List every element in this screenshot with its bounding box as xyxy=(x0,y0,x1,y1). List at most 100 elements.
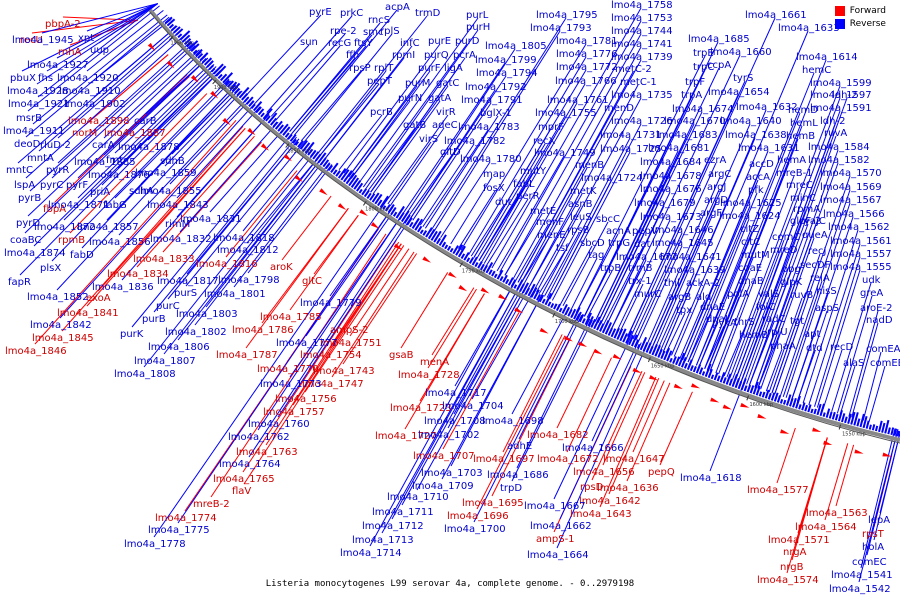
connector-line xyxy=(822,349,843,410)
reverse-feature xyxy=(319,157,327,166)
figure-caption: Listeria monocytogenes L99 serovar 4a, c… xyxy=(265,579,635,589)
gene-label: citC xyxy=(741,237,760,248)
connector-line xyxy=(86,9,164,72)
gene-label: udk xyxy=(862,275,881,286)
connector-line xyxy=(610,54,741,330)
reverse-feature xyxy=(544,292,553,306)
reverse-feature xyxy=(499,275,504,282)
connector-line xyxy=(32,14,168,125)
reverse-feature xyxy=(813,408,817,415)
reverse-feature xyxy=(844,416,848,424)
gene-label: lmo4a_1660 xyxy=(710,47,772,58)
reverse-feature xyxy=(767,392,772,400)
reverse-feature xyxy=(482,264,488,272)
connector-line xyxy=(774,323,800,395)
reverse-feature xyxy=(804,404,809,412)
reverse-feature xyxy=(555,303,561,311)
reverse-feature xyxy=(725,373,732,385)
connector-line xyxy=(416,287,529,491)
gene-label: aroK xyxy=(270,262,293,273)
reverse-feature xyxy=(257,108,265,116)
connector-line xyxy=(291,57,356,134)
forward-feature xyxy=(319,188,328,196)
ruler-tick-label: 1600 kbp xyxy=(750,402,774,408)
gene-label: lmo4a_1695 xyxy=(462,498,524,509)
gene-label: lmo4a_1570 xyxy=(820,168,882,179)
gene-label: thil xyxy=(664,278,680,289)
connector-line xyxy=(831,282,872,412)
gene-label: lmo4a_1641 xyxy=(660,252,722,263)
connector-line xyxy=(473,313,580,523)
gene-label: asnB xyxy=(568,199,593,210)
gene-label: lmo4a_1567 xyxy=(820,195,882,206)
connector-line xyxy=(57,29,182,139)
reverse-feature xyxy=(382,205,387,210)
reverse-feature xyxy=(356,182,364,192)
reverse-feature xyxy=(607,327,613,336)
gene-label: lmo4a_1702 xyxy=(418,430,480,441)
gene-label: lmo4a_1633 xyxy=(778,23,840,34)
connector-line xyxy=(422,129,489,227)
reverse-feature xyxy=(722,377,727,384)
gene-label: pepT xyxy=(367,76,393,87)
reverse-feature xyxy=(625,330,633,344)
reverse-feature xyxy=(601,320,610,334)
gene-label: dnaB xyxy=(738,276,764,287)
forward-feature xyxy=(260,143,270,151)
reverse-feature xyxy=(663,347,671,361)
connector-line xyxy=(551,151,631,301)
connector-lines xyxy=(17,3,900,583)
connector-line xyxy=(570,257,598,311)
gene-label: exoA xyxy=(86,293,111,304)
reverse-feature xyxy=(433,230,442,243)
gene-label: lmo4a_1667 xyxy=(524,501,586,512)
connector-line xyxy=(305,208,396,337)
gene-label: dnaI xyxy=(706,314,728,325)
gene-label: secDF xyxy=(800,260,831,271)
connector-line xyxy=(412,102,492,221)
connector-line xyxy=(77,64,215,199)
gene-label: lmo4a_1717 xyxy=(425,388,487,399)
gene-label: trpD xyxy=(500,483,522,494)
connector-line xyxy=(167,138,300,300)
connector-line xyxy=(317,15,428,154)
gene-label: fbpA xyxy=(43,204,66,215)
gene-label: aroE-2 xyxy=(860,303,892,314)
connector-line xyxy=(662,137,756,353)
reverse-feature xyxy=(348,174,358,187)
reverse-feature xyxy=(265,115,271,122)
reverse-feature xyxy=(887,427,891,435)
gene-label: mreB-2 xyxy=(193,499,230,510)
forward-feature xyxy=(422,256,432,263)
reverse-feature xyxy=(874,425,879,432)
reverse-feature xyxy=(834,413,839,421)
connector-line xyxy=(460,43,587,251)
forward-feature xyxy=(337,203,347,210)
reverse-feature xyxy=(558,307,563,313)
gene-label: menB xyxy=(575,160,604,171)
connector-line xyxy=(409,89,496,219)
gene-label: lmo4a_1817 xyxy=(157,276,219,287)
gene-label: argC xyxy=(708,169,731,180)
connector-line xyxy=(69,93,208,234)
gene-label: lmo4a_1841 xyxy=(57,308,119,319)
reverse-feature xyxy=(837,409,843,422)
gene-label: lmo4a_1679 xyxy=(634,198,696,209)
reverse-feature xyxy=(335,170,341,177)
connector-line xyxy=(626,382,671,482)
forward-feature xyxy=(578,341,588,347)
reverse-feature xyxy=(181,34,191,43)
connector-line xyxy=(248,216,409,458)
gene-label: lmo4a_1928 xyxy=(7,86,69,97)
reverse-feature xyxy=(550,303,555,309)
reverse-feature xyxy=(222,72,234,84)
gene-label: mutY xyxy=(520,166,547,177)
connector-line xyxy=(796,350,816,402)
reverse-feature xyxy=(587,315,594,327)
gene-label: adhE xyxy=(507,441,532,452)
connector-line xyxy=(765,348,783,392)
gene-label: map xyxy=(483,169,505,180)
connector-line xyxy=(659,391,693,466)
connector-line xyxy=(27,5,160,112)
gene-label: sdhA xyxy=(129,186,154,197)
